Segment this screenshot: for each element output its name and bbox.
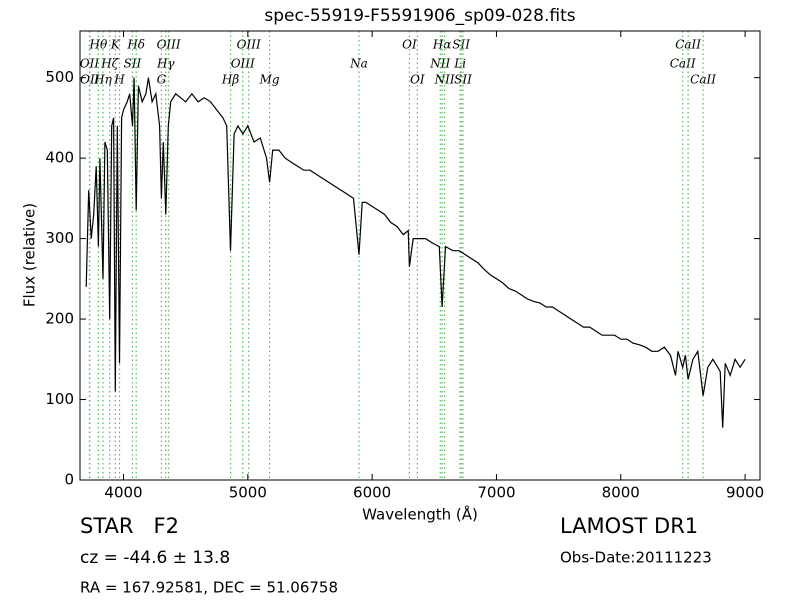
line-label: NII — [434, 73, 455, 87]
line-label: OIII — [157, 38, 181, 52]
x-tick-label: 6000 — [353, 484, 391, 502]
line-label: H — [113, 73, 125, 87]
x-tick-label: 8000 — [602, 484, 640, 502]
line-label: OI — [410, 73, 425, 87]
line-label: Hθ — [89, 38, 108, 52]
line-label: Mg — [259, 73, 280, 87]
x-axis-label: Wavelength (Å) — [362, 505, 478, 524]
plot-frame — [79, 30, 761, 481]
survey: LAMOST DR1 — [560, 514, 698, 538]
y-axis-label: Flux (relative) — [21, 203, 39, 307]
redshift: cz = -44.6 ± 13.8 — [80, 548, 230, 568]
x-tick-label: 5000 — [229, 484, 267, 502]
x-tick-label: 4000 — [104, 484, 142, 502]
line-label: Li — [453, 57, 466, 71]
line-label: OIII — [237, 38, 261, 52]
line-label: K — [110, 38, 121, 52]
y-tick-label: 300 — [45, 229, 74, 247]
line-label: Hγ — [156, 57, 175, 71]
line-label: CaII — [670, 57, 696, 71]
line-label: Hζ — [100, 57, 119, 71]
y-tick-label: 500 — [45, 68, 74, 86]
line-label: OI — [402, 38, 417, 52]
line-label: SII — [124, 57, 142, 71]
line-label: Hη — [93, 73, 112, 87]
y-tick-label: 400 — [45, 149, 74, 167]
object-class: STAR F2 — [80, 514, 179, 538]
x-tick-label: 7000 — [477, 484, 515, 502]
line-label: Hβ — [221, 73, 239, 87]
obs-date: Obs-Date:20111223 — [560, 549, 712, 567]
line-label: OII — [80, 73, 100, 87]
line-label: G — [157, 73, 167, 87]
y-tick-label: 100 — [45, 390, 74, 408]
line-label: Hδ — [126, 38, 145, 52]
line-label: CaII — [690, 73, 716, 87]
chart-title: spec-55919-F5591906_sp09-028.fits — [264, 6, 575, 26]
line-label: SII — [454, 73, 472, 87]
line-label: CaII — [675, 38, 701, 52]
spectrum — [85, 77, 746, 428]
line-label: NII — [429, 57, 450, 71]
y-tick-label: 200 — [45, 310, 74, 328]
x-tick-label: 9000 — [726, 484, 764, 502]
line-label: OIII — [231, 57, 255, 71]
line-label: Hα — [432, 38, 452, 52]
line-label: SII — [452, 38, 470, 52]
line-label: Na — [349, 57, 368, 71]
coordinates: RA = 167.92581, DEC = 51.06758 — [80, 579, 338, 597]
y-tick-label: 0 — [64, 471, 74, 489]
